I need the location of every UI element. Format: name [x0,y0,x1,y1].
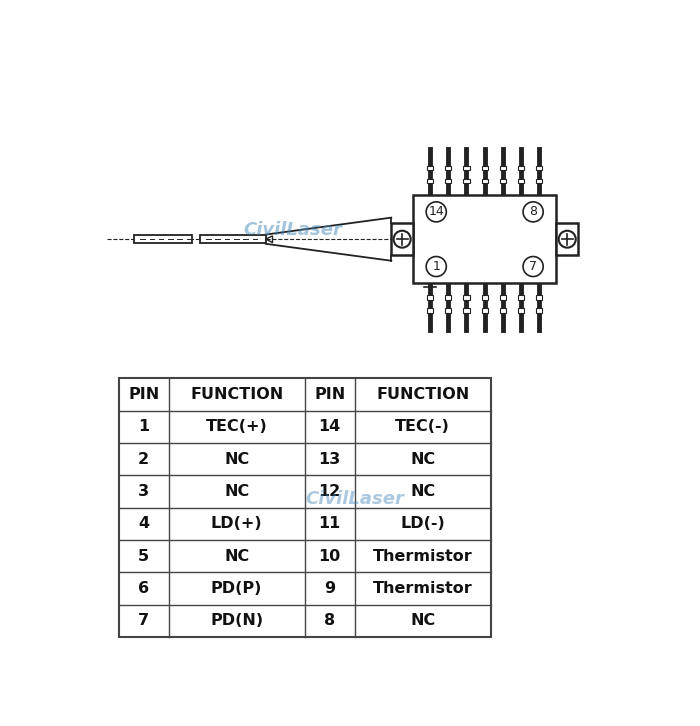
Text: 1: 1 [138,419,149,434]
Text: PD(N): PD(N) [210,613,263,628]
Bar [463,295,470,300]
Bar [118,378,491,637]
Bar [463,308,470,313]
Circle shape [559,231,575,248]
Bar [500,295,506,300]
Bar [391,223,413,256]
Text: 13: 13 [318,452,341,467]
Text: NC: NC [410,452,435,467]
Text: PIN: PIN [314,387,345,402]
Text: 9: 9 [324,581,335,596]
Text: 7: 7 [138,613,149,628]
Text: 3: 3 [138,484,149,499]
Bar [482,166,488,171]
Bar [500,179,506,184]
Text: 12: 12 [318,484,341,499]
Text: 7: 7 [529,260,537,273]
Bar [518,166,524,171]
Bar [463,166,470,171]
Text: 10: 10 [318,549,341,563]
Text: 6: 6 [138,581,149,596]
Bar [427,295,433,300]
Text: LD(+): LD(+) [211,516,262,531]
Circle shape [523,202,543,222]
Bar [445,295,452,300]
Text: PD(P): PD(P) [211,581,262,596]
Text: 2: 2 [138,452,149,467]
Text: 11: 11 [318,516,341,531]
Bar [445,166,452,171]
Bar [518,179,524,184]
Text: 8: 8 [529,205,537,219]
Bar [482,179,488,184]
Text: Thermistor: Thermistor [373,549,472,563]
Text: 14: 14 [428,205,444,219]
Text: FUNCTION: FUNCTION [376,387,469,402]
Bar [445,179,452,184]
Bar [427,179,433,184]
Text: NC: NC [224,549,249,563]
Circle shape [393,231,411,248]
Text: NC: NC [224,484,249,499]
Text: NC: NC [224,452,249,467]
Bar [536,308,542,313]
Text: 8: 8 [324,613,335,628]
Text: LD(-): LD(-) [400,516,445,531]
Bar [427,308,433,313]
Bar [482,308,488,313]
Bar [536,166,542,171]
Text: NC: NC [410,613,435,628]
Bar [536,295,542,300]
Text: CivilLaser: CivilLaser [244,221,342,239]
Text: TEC(+): TEC(+) [206,419,267,434]
Text: 5: 5 [138,549,149,563]
Circle shape [426,256,447,277]
Text: NC: NC [410,484,435,499]
Text: Thermistor: Thermistor [373,581,472,596]
Bar [445,308,452,313]
Bar [427,166,433,171]
Bar [482,295,488,300]
Bar [556,223,578,256]
Text: FUNCTION: FUNCTION [190,387,284,402]
Bar [500,166,506,171]
Text: CivilLaser: CivilLaser [305,490,405,508]
Text: TEC(-): TEC(-) [395,419,450,434]
Text: 14: 14 [318,419,341,434]
Bar [134,235,192,243]
Circle shape [426,202,447,222]
Bar [463,179,470,184]
Bar [200,235,266,243]
Text: 1: 1 [433,260,440,273]
Bar [518,308,524,313]
Text: 4: 4 [138,516,149,531]
Text: PIN: PIN [128,387,160,402]
Bar [518,295,524,300]
Circle shape [523,256,543,277]
Bar [413,195,556,283]
Bar [500,308,506,313]
Bar [536,179,542,184]
